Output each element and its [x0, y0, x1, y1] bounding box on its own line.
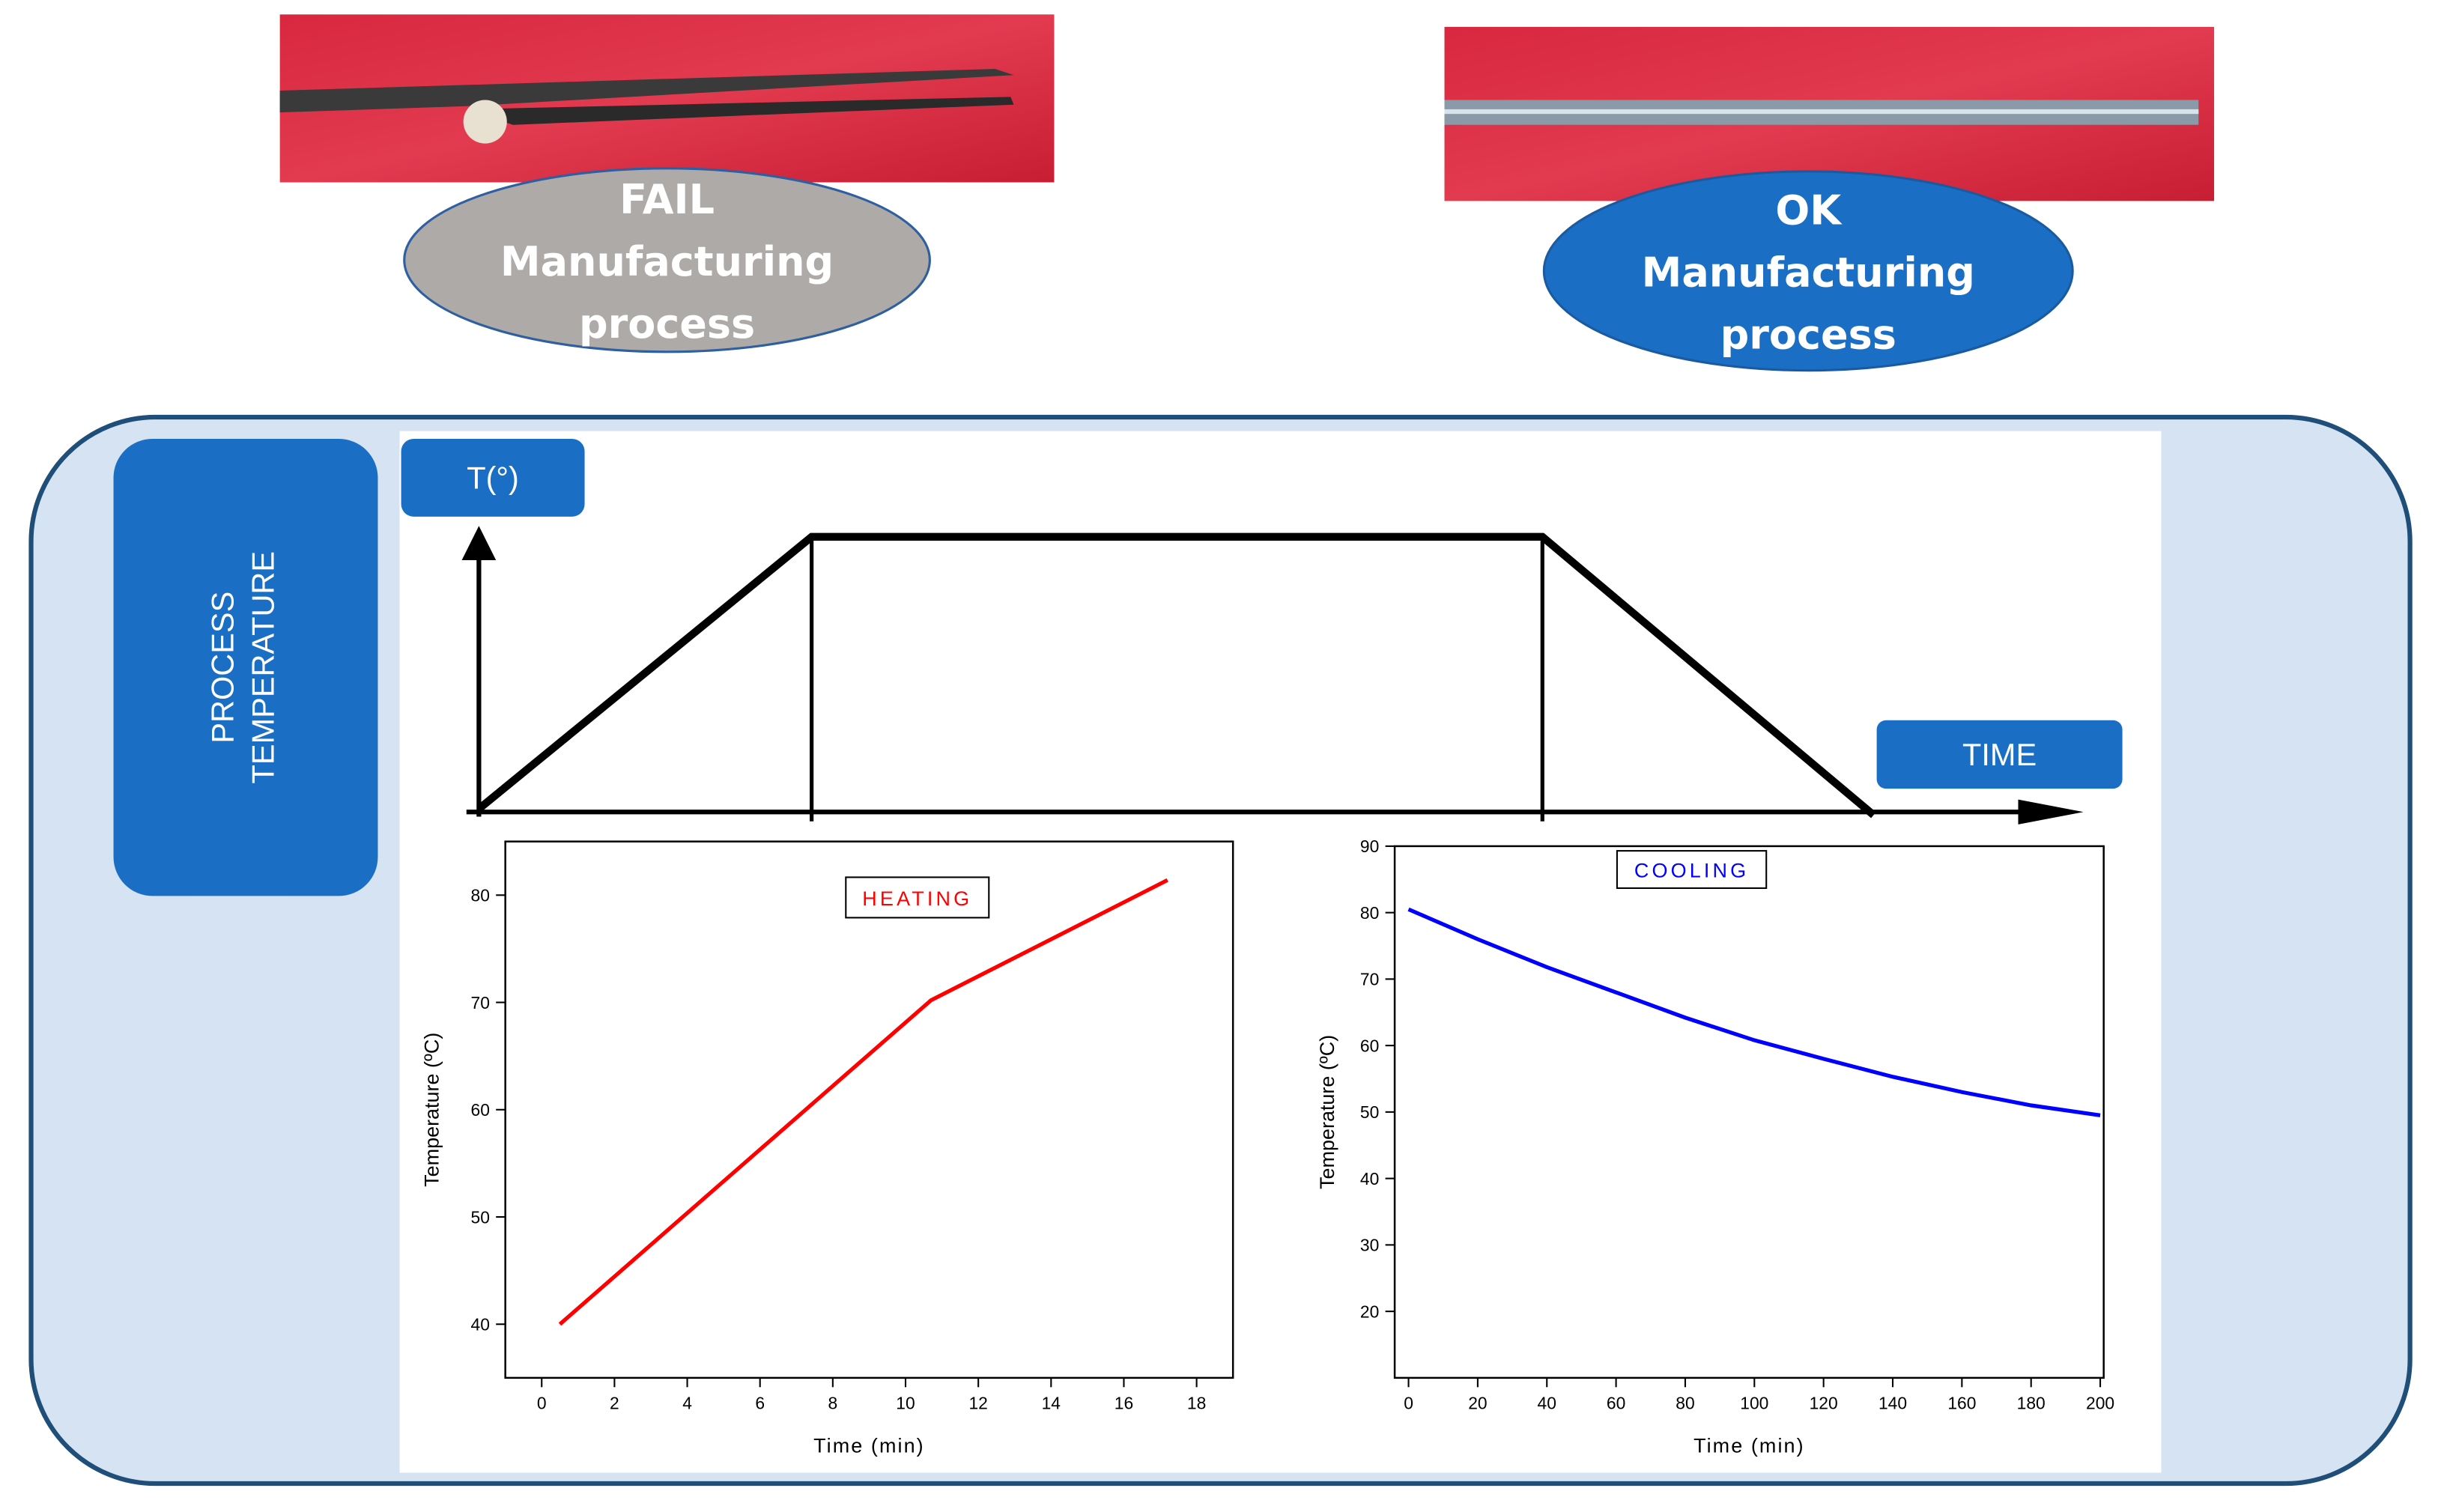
x-tick-label: 0: [537, 1393, 547, 1412]
x-tick-label: 14: [1042, 1393, 1061, 1412]
ok-label: process: [1720, 312, 1896, 359]
x-tick-label: 6: [755, 1393, 765, 1412]
fail-debris: [463, 100, 507, 144]
y-tick-label: 70: [471, 993, 490, 1012]
y-tick-label: 20: [1360, 1302, 1379, 1321]
fail-label: process: [579, 300, 755, 347]
y-tick-label: 40: [1360, 1169, 1379, 1188]
arrow-head: [2018, 799, 2084, 825]
x-tick-label: 140: [1878, 1393, 1907, 1412]
x-tick-label: 60: [1607, 1393, 1625, 1412]
y-tick-label: 80: [471, 886, 490, 905]
fail-badge: [403, 167, 931, 353]
side-label: TEMPERATURE: [245, 551, 280, 784]
fail-label: FAIL: [619, 176, 715, 223]
x-tick-label: 4: [682, 1393, 692, 1412]
title-box: [845, 876, 990, 919]
y-axis-title: Temperature (ºC): [420, 1033, 443, 1187]
x-tick-label: 180: [2017, 1393, 2046, 1412]
title-box: [1616, 850, 1768, 889]
data-line: [558, 878, 1168, 1326]
x-tick-label: 10: [896, 1393, 915, 1412]
y-tick-label: 50: [1360, 1102, 1379, 1122]
x-tick-label: 40: [1538, 1393, 1556, 1412]
ok-badge: [1542, 170, 2074, 372]
y-tick-label: 40: [471, 1315, 490, 1335]
ok-laminate: [1444, 109, 2199, 115]
x-axis-title: Time (min): [813, 1435, 925, 1457]
data-line: [1407, 907, 2101, 1117]
x-tick-label: 20: [1468, 1393, 1487, 1412]
x-tick-label: 80: [1676, 1393, 1694, 1412]
y-tick-label: 60: [471, 1100, 490, 1120]
y-axis-box: [401, 439, 585, 517]
chart-title: HEATING: [862, 887, 972, 910]
x-tick-label: 12: [968, 1393, 987, 1412]
y-axis-label: T(°): [467, 460, 519, 495]
y-tick-label: 70: [1360, 970, 1379, 989]
x-tick-label: 160: [1947, 1393, 1976, 1412]
y-tick-label: 80: [1360, 903, 1379, 923]
profile: [476, 532, 1876, 819]
fail-laminate: [279, 68, 1014, 113]
arrow-head: [461, 526, 497, 560]
ok-label: OK: [1775, 187, 1843, 234]
fail-laminate: [466, 97, 1014, 125]
x-tick-label: 18: [1187, 1393, 1206, 1412]
ok-label: Manufacturing: [1642, 249, 1975, 297]
x-tick-label: 0: [1404, 1393, 1413, 1412]
x-axis-title: Time (min): [1693, 1435, 1805, 1457]
x-tick-label: 8: [828, 1393, 837, 1412]
x-axis-box: [1876, 720, 2123, 789]
panel-inner: [399, 431, 2162, 1473]
x-tick-label: 200: [2086, 1393, 2114, 1412]
side-box: [113, 439, 378, 896]
y-tick-label: 30: [1360, 1236, 1379, 1255]
x-tick-label: 100: [1740, 1393, 1768, 1412]
x-tick-label: 2: [610, 1393, 619, 1412]
y-tick-label: 60: [1360, 1036, 1379, 1055]
side-label: PROCESS: [204, 592, 240, 744]
x-tick-label: 120: [1810, 1393, 1838, 1412]
y-axis-title: Temperature (ºC): [1316, 1035, 1338, 1189]
x-axis-label: TIME: [1962, 737, 2037, 772]
y-tick-label: 90: [1360, 837, 1379, 856]
chart-title: COOLING: [1634, 859, 1749, 881]
x-tick-label: 16: [1115, 1393, 1133, 1412]
fail-label: Manufacturing: [500, 238, 834, 285]
y-tick-label: 50: [471, 1207, 490, 1227]
